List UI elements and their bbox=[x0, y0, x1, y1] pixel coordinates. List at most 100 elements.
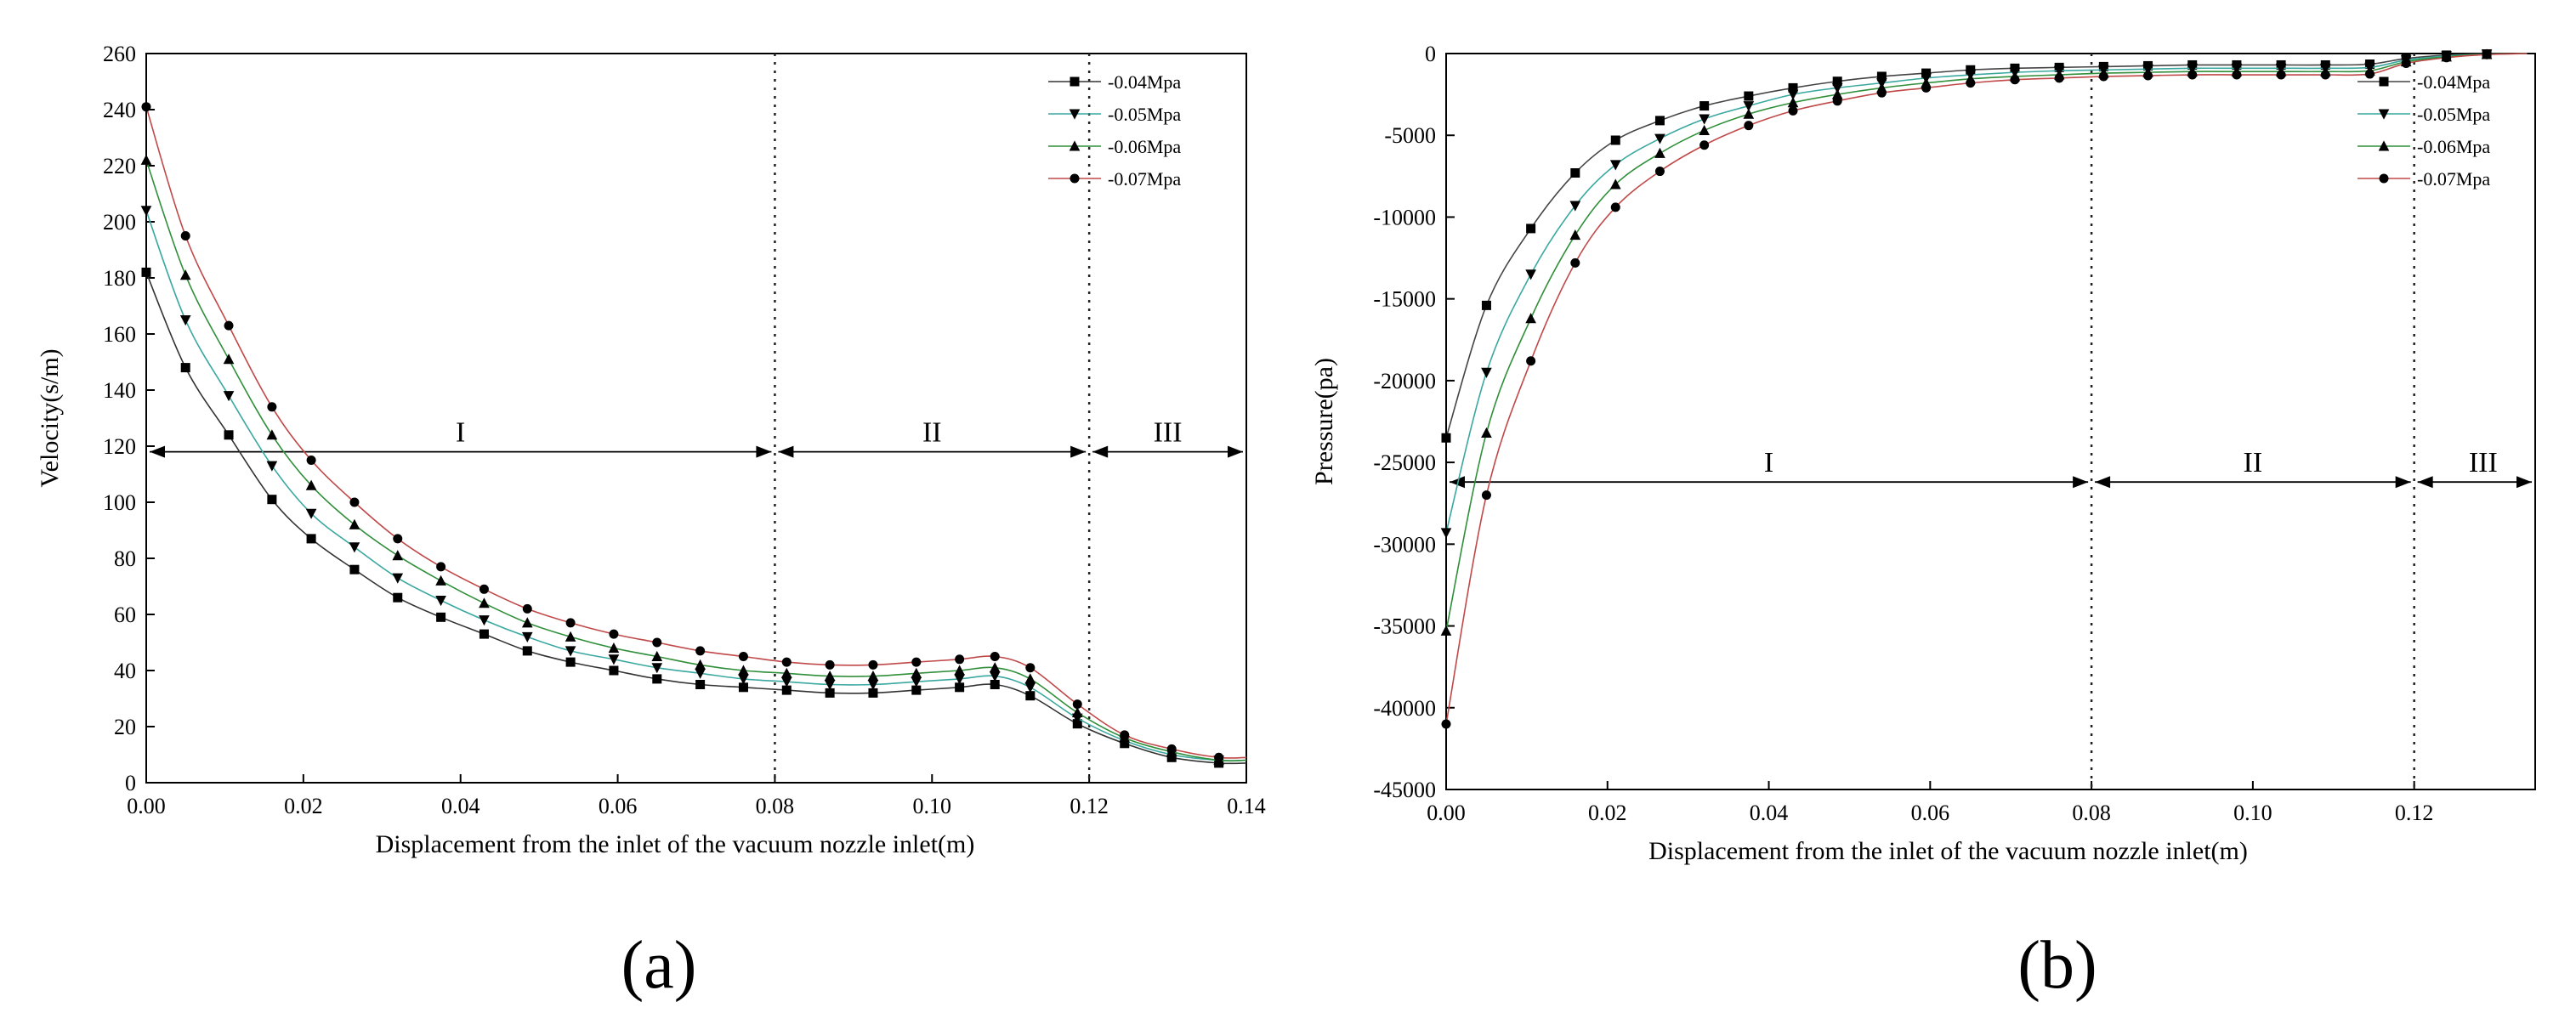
y-tick-label: 180 bbox=[103, 266, 136, 291]
data-point bbox=[436, 612, 446, 622]
data-point bbox=[1025, 663, 1036, 673]
data-point bbox=[1441, 719, 1451, 729]
data-point bbox=[780, 667, 792, 678]
data-point bbox=[266, 461, 278, 472]
data-point bbox=[2232, 70, 2242, 80]
series--0.05Mpa bbox=[140, 206, 1247, 767]
y-axis-label: Velocity(s/m) bbox=[36, 348, 64, 487]
data-point bbox=[652, 674, 662, 684]
data-point bbox=[695, 646, 706, 656]
data-point bbox=[738, 674, 749, 685]
x-tick-label: 0.10 bbox=[913, 794, 952, 818]
data-point bbox=[652, 637, 662, 648]
data-point bbox=[349, 542, 360, 553]
data-point bbox=[651, 650, 663, 661]
legend-marker bbox=[2378, 109, 2390, 120]
data-point bbox=[1654, 147, 1665, 158]
region-arrow-head-right bbox=[1228, 445, 1243, 458]
legend-marker bbox=[1070, 76, 1080, 87]
data-point bbox=[738, 682, 748, 693]
data-point bbox=[521, 631, 533, 642]
data-point bbox=[1876, 88, 1887, 98]
data-point bbox=[392, 573, 404, 584]
region-arrow-head-right bbox=[1070, 445, 1087, 458]
data-point bbox=[1569, 201, 1581, 212]
velocity-chart: 0.00 0.02 0.04 0.06 0.08 0.10 0.12 0.14 0 20 40 60 8… bbox=[36, 42, 1266, 1003]
y-tick-label: 160 bbox=[103, 322, 136, 347]
data-point bbox=[565, 631, 576, 642]
series-line bbox=[1445, 53, 2528, 725]
data-point bbox=[1966, 65, 1976, 75]
legend-label: -0.06Mpa bbox=[2417, 136, 2490, 157]
data-point bbox=[349, 497, 360, 507]
data-point bbox=[2187, 70, 2198, 80]
data-point bbox=[695, 659, 706, 670]
data-point bbox=[1609, 178, 1621, 190]
data-point bbox=[1788, 105, 1798, 116]
pressure-chart: 0.00 0.02 0.04 0.06 0.08 0.10 0.12 0 -5000 -10000… bbox=[1310, 42, 2536, 1003]
data-point bbox=[2010, 75, 2020, 85]
legend-label: -0.05Mpa bbox=[2417, 104, 2490, 125]
data-point bbox=[738, 652, 748, 661]
y-tick-label: 80 bbox=[114, 546, 136, 571]
data-point bbox=[435, 596, 446, 607]
data-point bbox=[179, 315, 191, 326]
data-point bbox=[436, 562, 446, 572]
data-point bbox=[141, 267, 151, 277]
data-point bbox=[1024, 682, 1036, 693]
data-point bbox=[267, 495, 277, 505]
region-arrow-head-right bbox=[2516, 476, 2532, 489]
y-tick-label: 200 bbox=[103, 210, 136, 235]
y-tick-label: 0 bbox=[125, 771, 136, 795]
data-point bbox=[1654, 133, 1665, 144]
y-tick-label: -35000 bbox=[1373, 614, 1436, 639]
data-point bbox=[780, 676, 792, 688]
data-point bbox=[989, 671, 1001, 682]
data-point bbox=[1525, 269, 1536, 280]
data-point bbox=[140, 206, 152, 217]
data-point bbox=[1699, 124, 1710, 135]
data-point bbox=[825, 688, 835, 698]
data-point bbox=[1832, 96, 1842, 106]
data-point bbox=[180, 363, 190, 373]
data-point bbox=[651, 663, 663, 674]
data-point bbox=[1570, 257, 1580, 268]
y-tick-label: -15000 bbox=[1373, 287, 1436, 312]
region-arrow-head-right bbox=[2073, 476, 2089, 489]
data-point bbox=[825, 659, 835, 670]
x-tick-label: 0.14 bbox=[1227, 794, 1266, 818]
data-point bbox=[781, 657, 792, 667]
panel-label: (a) bbox=[621, 928, 697, 1003]
data-point bbox=[1921, 82, 1932, 93]
region-arrow-head-left bbox=[2095, 476, 2111, 489]
data-point bbox=[1569, 229, 1581, 241]
data-point bbox=[1744, 91, 1754, 101]
region-label: III bbox=[1154, 417, 1183, 449]
data-point bbox=[349, 518, 360, 529]
region-label: I bbox=[456, 417, 465, 449]
data-point bbox=[824, 680, 836, 691]
data-point bbox=[2442, 53, 2452, 63]
data-point bbox=[990, 680, 1000, 689]
region-label: II bbox=[922, 417, 942, 449]
data-point bbox=[1876, 71, 1887, 82]
data-point bbox=[1699, 114, 1710, 125]
legend-label: -0.04Mpa bbox=[1108, 71, 1181, 93]
data-point bbox=[1440, 625, 1452, 636]
data-point bbox=[1570, 167, 1580, 178]
data-point bbox=[1921, 68, 1932, 78]
plot-area-frame bbox=[145, 53, 1247, 784]
chart-panel-a: 0.00 0.02 0.04 0.06 0.08 0.10 0.12 0.14 0 20 40 60 8… bbox=[36, 42, 1266, 1003]
data-point bbox=[695, 668, 706, 679]
data-point bbox=[1481, 427, 1492, 438]
region-arrow-head-left bbox=[1450, 476, 1465, 489]
data-point bbox=[1832, 76, 1842, 87]
data-point bbox=[989, 662, 1001, 673]
panel-label: (b) bbox=[2017, 928, 2097, 1003]
data-point bbox=[1214, 752, 1224, 762]
data-point bbox=[179, 269, 191, 280]
data-point bbox=[609, 665, 619, 676]
y-tick-label: -20000 bbox=[1373, 369, 1436, 393]
x-tick-label: 0.00 bbox=[127, 794, 166, 818]
data-point bbox=[349, 564, 360, 574]
